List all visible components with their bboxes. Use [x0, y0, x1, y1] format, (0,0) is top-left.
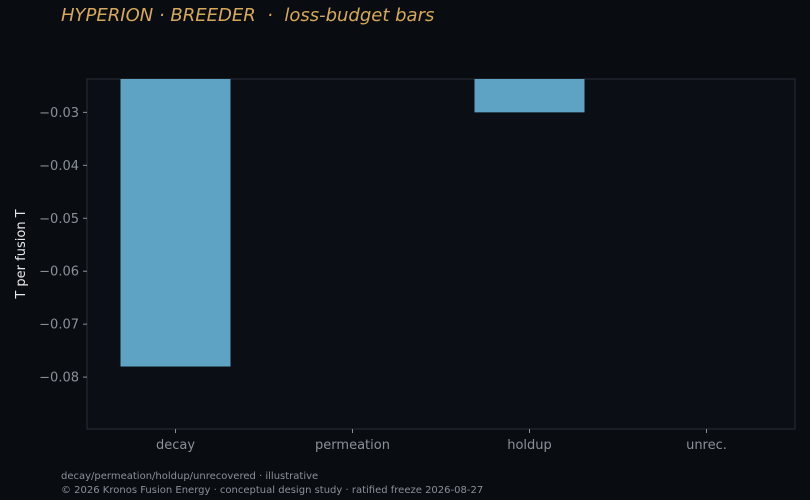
y-tick-label: −0.08	[39, 371, 79, 386]
y-axis: −0.03 −0.04 −0.05 −0.06 −0.07 −0.08	[39, 106, 87, 386]
y-tick-label: −0.05	[39, 212, 79, 227]
footer-copyright: © 2026 Kronos Fusion Energy · conceptual…	[61, 485, 484, 496]
bar-holdup	[474, 79, 585, 113]
y-tick-label: −0.07	[39, 318, 79, 333]
y-tick-label: −0.04	[39, 159, 79, 174]
chart-title: HYPERION · BREEDER · loss-budget bars	[61, 5, 435, 26]
bar-decay	[120, 79, 231, 367]
x-tick-label: decay	[156, 438, 195, 453]
footer-note: decay/permeation/holdup/unrecovered · il…	[61, 471, 319, 482]
y-tick-label: −0.03	[39, 106, 79, 121]
bars-group	[120, 79, 585, 367]
x-tick-label: holdup	[507, 438, 552, 453]
x-tick-label: permeation	[315, 438, 390, 453]
y-axis-label: T per fusion T	[14, 209, 29, 299]
x-axis: decay permeation holdup unrec.	[156, 429, 727, 453]
x-tick-label: unrec.	[686, 438, 727, 453]
y-tick-label: −0.06	[39, 265, 79, 280]
